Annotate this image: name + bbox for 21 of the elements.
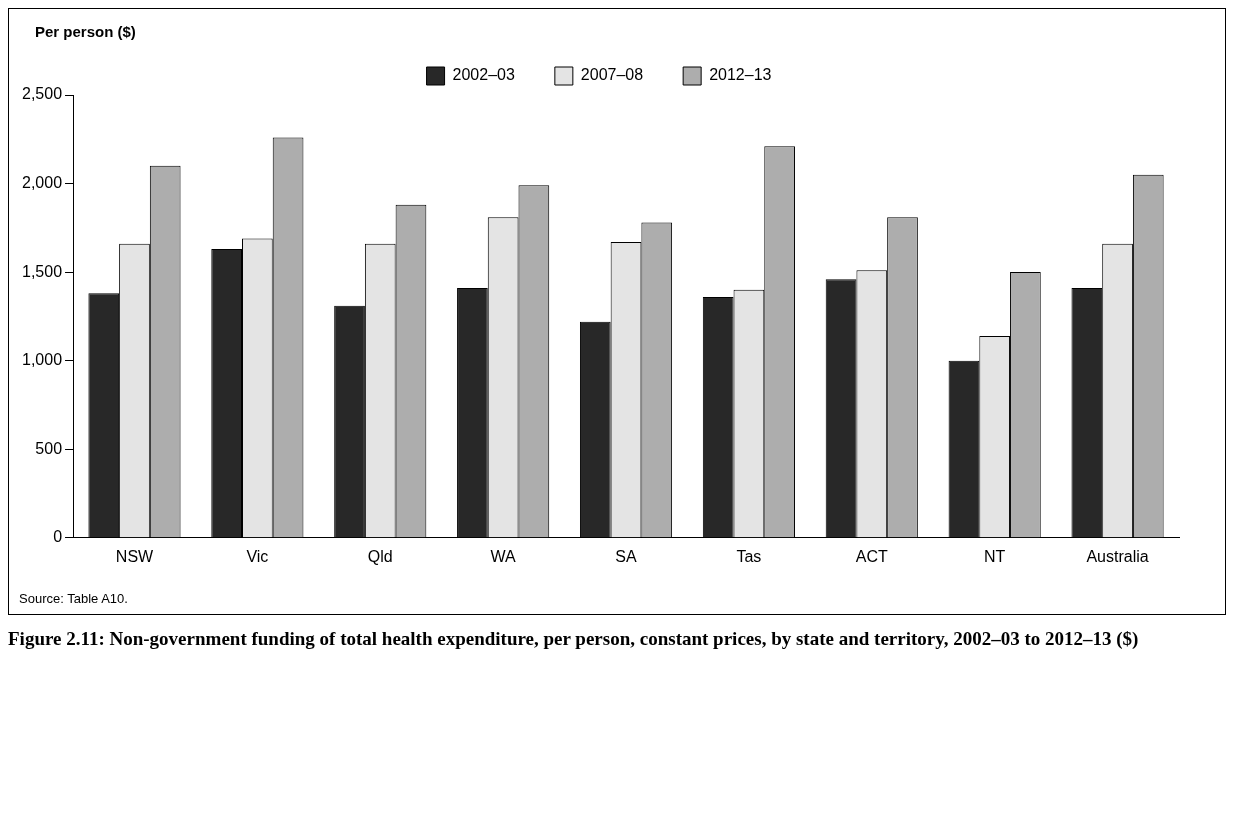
y-tick-label: 2,000 (21, 173, 63, 191)
x-tick-label: ACT (855, 547, 889, 565)
source-note: Source: Table A10. (19, 591, 129, 606)
text: Figure 2.11: Non-government funding of total health expenditure, per person, constant prices, by state and territory, 2002–03 to 2012–13 ($) (8, 627, 1140, 651)
y-tick-label: 500 (35, 439, 63, 457)
x-tick-label: SA (615, 547, 638, 565)
y-tick-label: 1,000 (21, 351, 63, 369)
x-tick-label: Australia (1086, 547, 1149, 565)
y-tick-label: 2,500 (21, 85, 63, 103)
x-tick-label: Vic (246, 547, 269, 565)
y-axis-title: Per person ($) (35, 22, 136, 40)
legend-label: 2012–13 (709, 66, 772, 84)
x-tick-label: Qld (367, 547, 393, 565)
x-tick-label: NT (984, 547, 1006, 565)
legend-label: 2007–08 (580, 66, 644, 84)
legend-label: 2002–03 (452, 66, 515, 84)
x-tick-label: NSW (115, 547, 155, 565)
x-tick-label: WA (490, 547, 517, 565)
x-tick-label: Tas (736, 547, 762, 565)
y-tick-label: 0 (53, 528, 63, 546)
y-tick-label: 1,500 (21, 262, 63, 280)
